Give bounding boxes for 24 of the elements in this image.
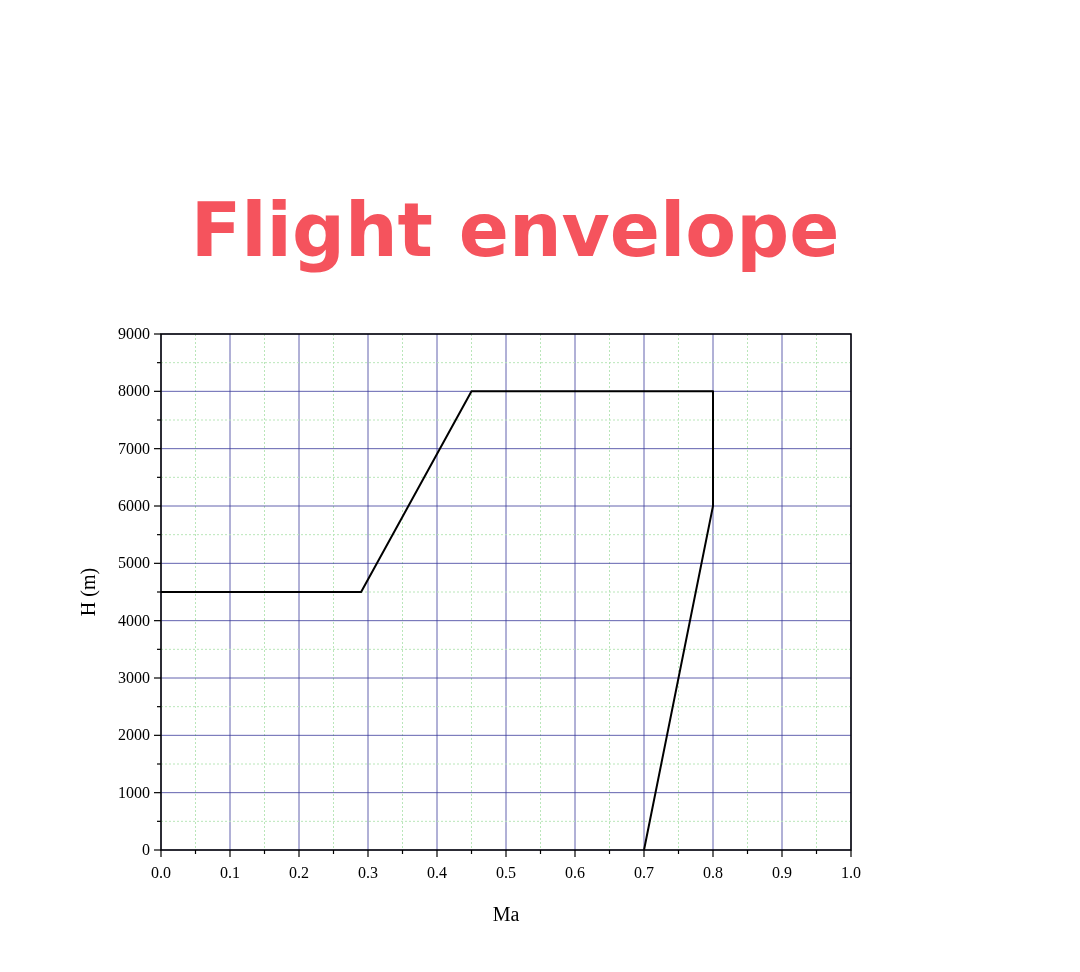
y-tick-label: 7000	[118, 439, 150, 457]
y-tick-label: 5000	[118, 554, 150, 572]
x-tick-label: 0.0	[151, 864, 171, 881]
y-tick-label: 0	[142, 841, 150, 858]
x-tick-label: 0.4	[427, 864, 447, 881]
x-tick-label: 0.1	[220, 864, 240, 881]
x-tick-label: 0.9	[772, 864, 792, 881]
chart-title: Flight envelope	[190, 187, 840, 273]
x-tick-label: 0.8	[703, 864, 723, 881]
x-tick-label: 0.3	[358, 864, 378, 881]
x-axis-title: Ma	[492, 903, 520, 925]
x-tick-label: 0.2	[289, 864, 309, 881]
y-tick-label: 2000	[118, 726, 150, 744]
x-tick-label: 1.0	[841, 864, 861, 881]
x-tick-label: 0.5	[496, 864, 516, 881]
y-tick-label: 4000	[118, 611, 150, 629]
y-axis-title: H (m)	[77, 567, 100, 617]
y-tick-label: 6000	[118, 497, 150, 514]
x-tick-label: 0.7	[634, 864, 654, 881]
y-tick-label: 9000	[118, 325, 150, 342]
y-tick-label: 1000	[118, 783, 150, 801]
y-tick-label: 3000	[118, 669, 150, 686]
y-tick-label: 8000	[118, 382, 150, 400]
x-tick-label: 0.6	[565, 864, 585, 881]
